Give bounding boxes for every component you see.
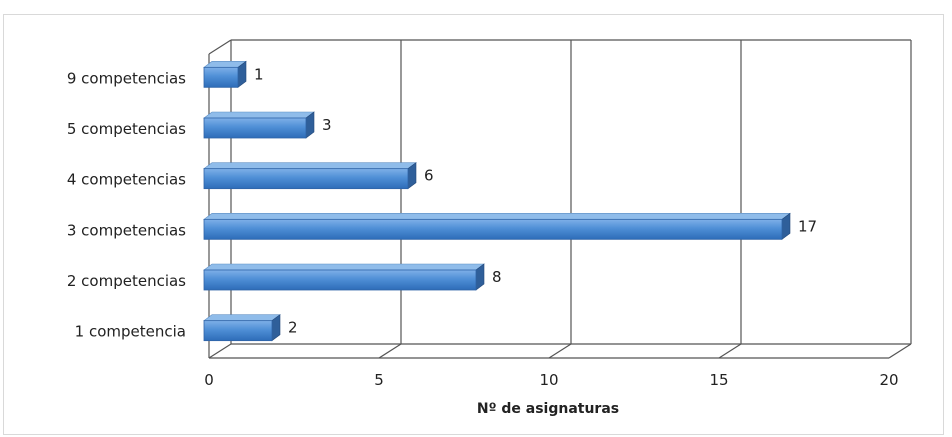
axes [208, 39, 911, 359]
data-labels: 1 3 6 17 8 2 [254, 65, 817, 336]
category-label: 5 competencias [67, 120, 186, 138]
x-tick-label: 5 [374, 371, 384, 389]
category-labels: 9 competencias 5 competencias 4 competenci… [67, 69, 186, 340]
category-label: 1 competencia [75, 323, 186, 341]
category-label: 9 competencias [67, 69, 186, 87]
floor-gridline [718, 343, 742, 359]
bar-front-face [203, 218, 783, 240]
floor-gridline [378, 343, 402, 359]
floor-gridline [888, 343, 912, 359]
bar-top-face [203, 111, 315, 119]
bar [203, 314, 281, 342]
x-axis-title: Nº de asignaturas [477, 401, 619, 417]
bar-front-face [203, 320, 273, 342]
x-tick-label: 15 [709, 371, 728, 389]
bars [203, 60, 791, 342]
category-label: 2 competencias [67, 272, 186, 290]
x-tick-labels: 0 5 10 15 20 [204, 371, 898, 389]
bar-front-face [203, 117, 307, 139]
data-label: 8 [492, 268, 502, 286]
bar [203, 263, 485, 291]
bar [203, 212, 791, 240]
bar-top-face [203, 314, 281, 321]
floor-gridline [208, 343, 232, 359]
bar-top-face [203, 162, 417, 169]
data-label: 17 [798, 217, 817, 235]
x-tick-label: 10 [539, 371, 558, 389]
gridlines [208, 40, 912, 359]
bar-front-face [203, 66, 239, 88]
x-tick-label: 0 [204, 371, 214, 389]
data-label: 2 [288, 319, 298, 337]
data-label: 6 [424, 167, 434, 185]
bar [203, 162, 417, 190]
bar [203, 60, 247, 88]
data-label: 1 [254, 65, 264, 83]
bar-top-face [203, 213, 791, 220]
bar-front-face [203, 168, 409, 190]
data-label: 3 [322, 116, 332, 134]
floor-gridline [548, 343, 572, 359]
bar-front-face [203, 269, 477, 291]
category-label: 4 competencias [67, 171, 186, 189]
side-wall-top-edge [208, 39, 232, 55]
bar [203, 111, 315, 139]
x-tick-label: 20 [879, 371, 898, 389]
bar-top-face [203, 263, 485, 271]
category-label: 3 competencias [67, 221, 186, 239]
